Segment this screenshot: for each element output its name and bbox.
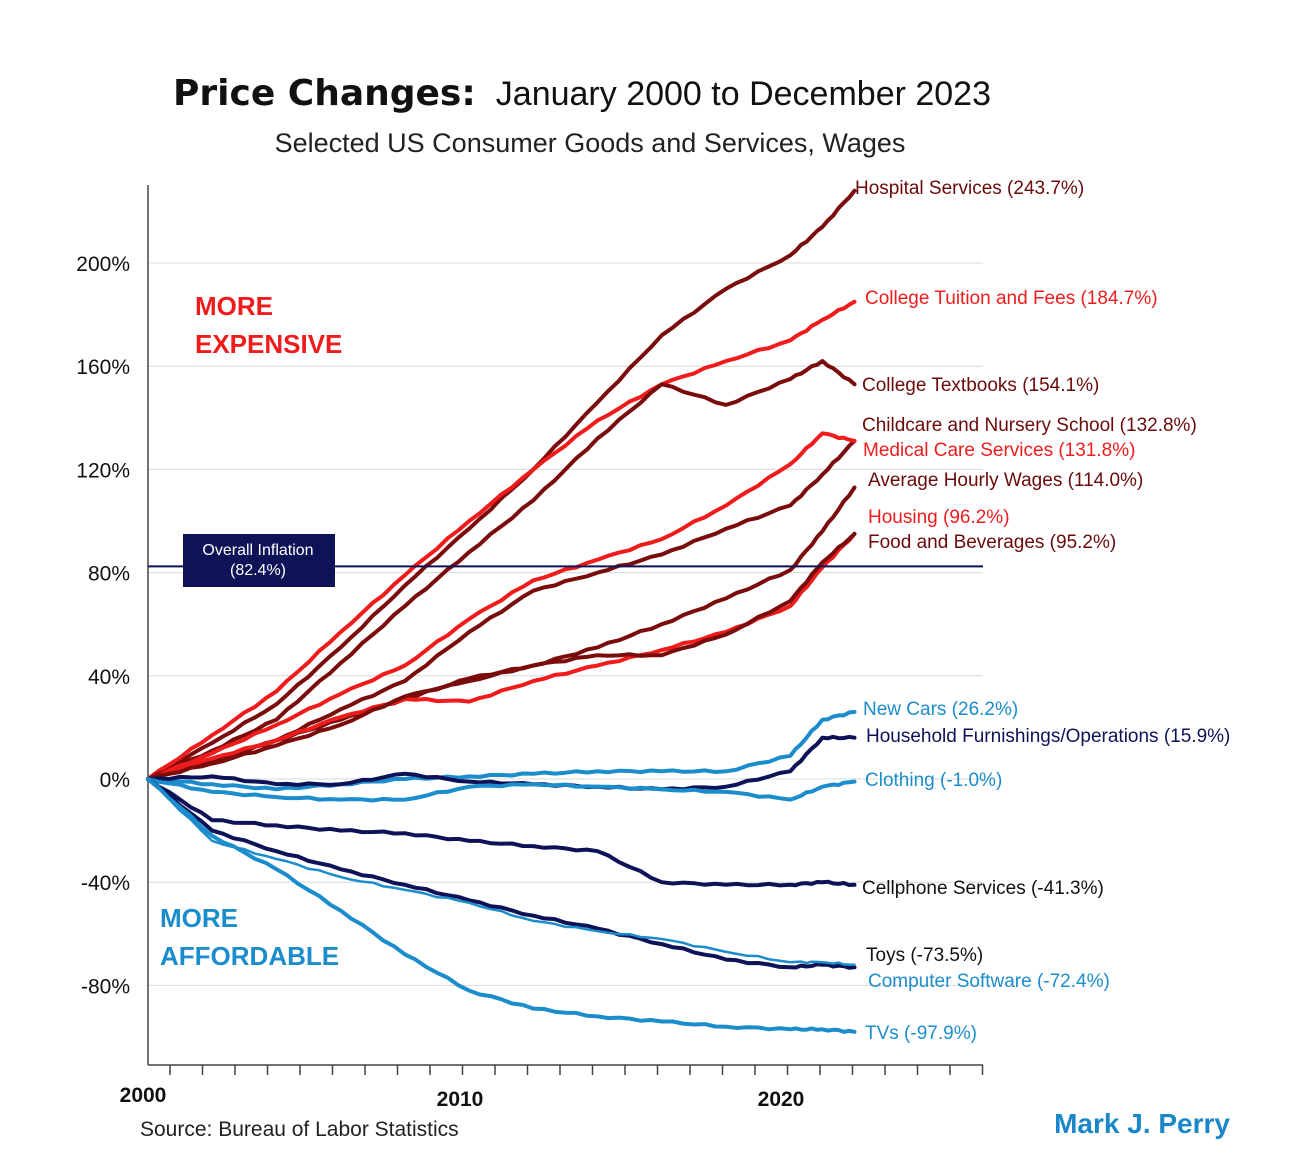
x-tick-label: 2010 <box>437 1088 484 1111</box>
y-tick-label: 40% <box>88 666 130 689</box>
series-label: College Textbooks (154.1%) <box>862 375 1099 396</box>
overall-inflation-box <box>183 534 335 587</box>
series-label: Average Hourly Wages (114.0%) <box>868 470 1143 491</box>
overall-inflation-label: Overall Inflation <box>202 542 313 559</box>
x-tick-label: 2000 <box>120 1084 167 1107</box>
series-label: College Tuition and Fees (184.7%) <box>865 288 1158 309</box>
series-label: Clothing (-1.0%) <box>865 770 1002 791</box>
series-line <box>146 531 857 781</box>
series-label: Childcare and Nursery School (132.8%) <box>862 415 1197 436</box>
y-tick-label: 200% <box>76 253 130 276</box>
series-line <box>146 431 857 781</box>
x-tick-label: 2020 <box>758 1088 805 1111</box>
source-note: Source: Bureau of Labor Statistics <box>140 1118 459 1141</box>
y-tick-label: 0% <box>100 769 130 792</box>
more-affordable-annotation: AFFORDABLE <box>160 941 339 971</box>
series-lines <box>146 188 857 1034</box>
series-line <box>146 777 857 1034</box>
y-tick-label: 160% <box>76 356 130 379</box>
chart-title-range: January 2000 to December 2023 <box>496 75 991 113</box>
overall-inflation-label: (82.4%) <box>230 562 286 579</box>
y-tick-label: -80% <box>81 975 130 998</box>
series-line <box>146 777 857 803</box>
series-label: Housing (96.2%) <box>868 507 1010 528</box>
axes: 200% 160% 120% 80% 40% 0% -40% -80% 2000 2010 2020 <box>76 185 984 1111</box>
more-affordable-annotation: MORE <box>160 903 238 933</box>
series-line <box>146 531 857 781</box>
series-labels: Hospital Services (243.7%) College Tuitio… <box>855 178 1230 1044</box>
series-label: Household Furnishings/Operations (15.9%) <box>866 726 1230 747</box>
series-line <box>146 359 857 781</box>
series-line <box>146 777 857 970</box>
series-label: Food and Beverages (95.2%) <box>868 532 1116 553</box>
gridlines <box>148 262 983 986</box>
author-credit: Mark J. Perry <box>1054 1108 1230 1139</box>
annotations: Overall Inflation (82.4%) MORE EXPENSIVE MOR… <box>148 291 983 971</box>
more-expensive-annotation: MORE <box>195 291 273 321</box>
series-label: Medical Care Services (131.8%) <box>863 440 1135 461</box>
series-label: Toys (-73.5%) <box>866 945 983 966</box>
series-label: Hospital Services (243.7%) <box>855 178 1084 199</box>
more-expensive-annotation: EXPENSIVE <box>195 329 342 359</box>
y-tick-label: -40% <box>81 872 130 895</box>
series-label: TVs (-97.9%) <box>865 1023 977 1044</box>
y-tick-label: 120% <box>76 459 130 482</box>
series-label: Cellphone Services (-41.3%) <box>862 878 1104 899</box>
series-label: New Cars (26.2%) <box>863 699 1018 720</box>
chart-title: Price Changes: <box>173 73 476 114</box>
series-line <box>146 299 857 781</box>
series-line <box>146 777 857 888</box>
y-tick-label: 80% <box>88 563 130 586</box>
chart-subtitle: Selected US Consumer Goods and Services,… <box>275 128 906 158</box>
series-line <box>146 709 857 792</box>
series-line <box>146 777 856 967</box>
series-label: Computer Software (-72.4%) <box>868 971 1110 992</box>
